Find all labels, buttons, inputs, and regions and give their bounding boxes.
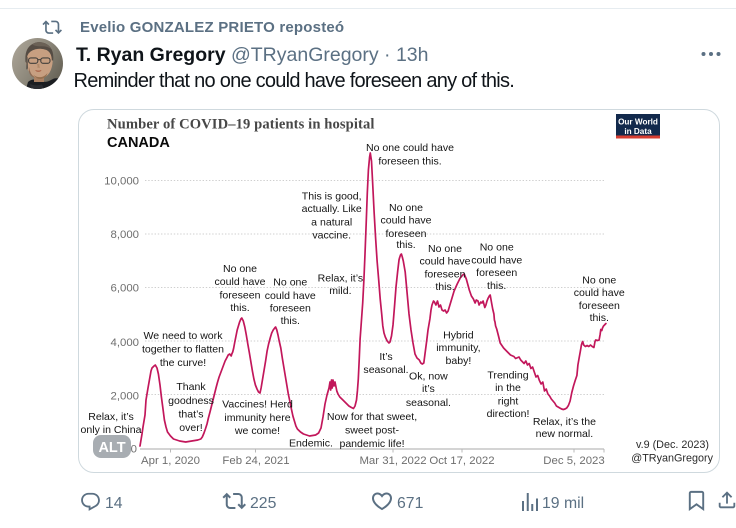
svg-text:seasonal.: seasonal. xyxy=(363,364,408,376)
svg-text:over!: over! xyxy=(179,422,202,434)
svg-text:foreseen: foreseen xyxy=(579,300,620,312)
svg-text:Mar 31, 2022: Mar 31, 2022 xyxy=(359,455,426,467)
svg-text:6,000: 6,000 xyxy=(110,283,139,295)
svg-text:v.9 (Dec. 2023): v.9 (Dec. 2023) xyxy=(636,439,709,451)
svg-text:Endemic.: Endemic. xyxy=(289,438,333,450)
svg-text:Apr 1, 2020: Apr 1, 2020 xyxy=(141,455,200,467)
svg-text:10,000: 10,000 xyxy=(104,176,139,188)
svg-text:it’s: it’s xyxy=(422,383,435,395)
svg-text:foreseen: foreseen xyxy=(385,228,426,240)
svg-text:It’s: It’s xyxy=(379,351,392,363)
svg-text:immunity,: immunity, xyxy=(436,342,480,354)
svg-text:foreseen: foreseen xyxy=(219,290,260,302)
svg-text:in the: in the xyxy=(495,382,521,394)
svg-text:this.: this. xyxy=(590,312,609,324)
svg-text:2,000: 2,000 xyxy=(110,391,139,403)
svg-text:Oct 17, 2022: Oct 17, 2022 xyxy=(429,455,494,467)
svg-text:No one: No one xyxy=(389,202,423,214)
svg-text:Ok, now: Ok, now xyxy=(409,371,448,383)
svg-text:No one: No one xyxy=(428,243,462,255)
svg-text:No one: No one xyxy=(480,242,514,254)
svg-text:Dec 5, 2023: Dec 5, 2023 xyxy=(543,455,604,467)
svg-text:this.: this. xyxy=(281,315,300,327)
svg-text:Relax, it’s: Relax, it’s xyxy=(88,411,134,423)
svg-text:mild.: mild. xyxy=(329,285,351,297)
svg-text:No one could have: No one could have xyxy=(366,142,454,154)
svg-text:Number of COVID–19 patients in: Number of COVID–19 patients in hospital xyxy=(107,117,375,133)
svg-text:We need to work: We need to work xyxy=(144,330,224,342)
svg-text:could have: could have xyxy=(214,276,265,288)
svg-text:goodness: goodness xyxy=(168,395,214,407)
svg-text:CANADA: CANADA xyxy=(107,135,170,151)
svg-text:Trending: Trending xyxy=(487,370,528,382)
svg-text:could have: could have xyxy=(380,215,431,227)
svg-text:together to flatten: together to flatten xyxy=(142,344,224,356)
svg-text:Thank: Thank xyxy=(176,381,206,393)
svg-text:seasonal.: seasonal. xyxy=(406,397,451,409)
svg-text:this.: this. xyxy=(396,239,415,251)
svg-text:could have: could have xyxy=(265,290,316,302)
svg-text:Hybrid: Hybrid xyxy=(443,330,474,342)
svg-text:a natural: a natural xyxy=(311,217,352,229)
svg-text:actually. Like: actually. Like xyxy=(302,203,362,215)
svg-text:No one: No one xyxy=(582,275,616,287)
svg-text:This is good,: This is good, xyxy=(302,191,362,203)
svg-text:we come!: we come! xyxy=(234,425,280,437)
svg-text:right: right xyxy=(498,396,519,408)
svg-text:Relax, it’s the: Relax, it’s the xyxy=(533,416,596,428)
svg-text:Relax, it’s: Relax, it’s xyxy=(318,273,364,285)
svg-text:0: 0 xyxy=(131,444,137,456)
svg-text:No one: No one xyxy=(223,263,257,275)
svg-text:that’s: that’s xyxy=(178,409,203,421)
svg-text:this.: this. xyxy=(435,281,454,293)
svg-text:direction!: direction! xyxy=(487,408,530,420)
svg-text:ALT: ALT xyxy=(98,440,125,456)
svg-text:only in China: only in China xyxy=(81,424,142,436)
svg-text:4,000: 4,000 xyxy=(110,337,139,349)
svg-text:Feb 24, 2021: Feb 24, 2021 xyxy=(222,455,289,467)
svg-text:baby!: baby! xyxy=(445,355,471,367)
svg-text:8,000: 8,000 xyxy=(110,229,139,241)
svg-text:pandemic life!: pandemic life! xyxy=(339,438,404,450)
svg-text:this.: this. xyxy=(230,302,249,314)
svg-text:Now for that sweet,: Now for that sweet, xyxy=(327,411,417,423)
svg-text:in Data: in Data xyxy=(624,127,652,136)
svg-text:vaccine.: vaccine. xyxy=(312,230,351,242)
svg-text:this.: this. xyxy=(487,280,506,292)
svg-text:Vaccines! Herd: Vaccines! Herd xyxy=(222,399,293,411)
svg-text:could have: could have xyxy=(471,255,522,267)
svg-text:@TRyanGregory: @TRyanGregory xyxy=(631,453,713,465)
svg-text:foreseen: foreseen xyxy=(270,303,311,315)
svg-text:immunity here: immunity here xyxy=(224,412,290,424)
svg-text:Our World: Our World xyxy=(618,118,658,127)
svg-text:could have: could have xyxy=(419,256,470,268)
svg-text:foreseen: foreseen xyxy=(476,267,517,279)
svg-text:sweet post-: sweet post- xyxy=(345,425,399,437)
svg-text:the curve!: the curve! xyxy=(160,357,206,369)
svg-text:could have: could have xyxy=(574,287,625,299)
svg-text:foreseen: foreseen xyxy=(424,269,465,281)
svg-text:foreseen this.: foreseen this. xyxy=(378,156,441,168)
svg-text:No one: No one xyxy=(273,277,307,289)
svg-text:new normal.: new normal. xyxy=(536,428,593,440)
